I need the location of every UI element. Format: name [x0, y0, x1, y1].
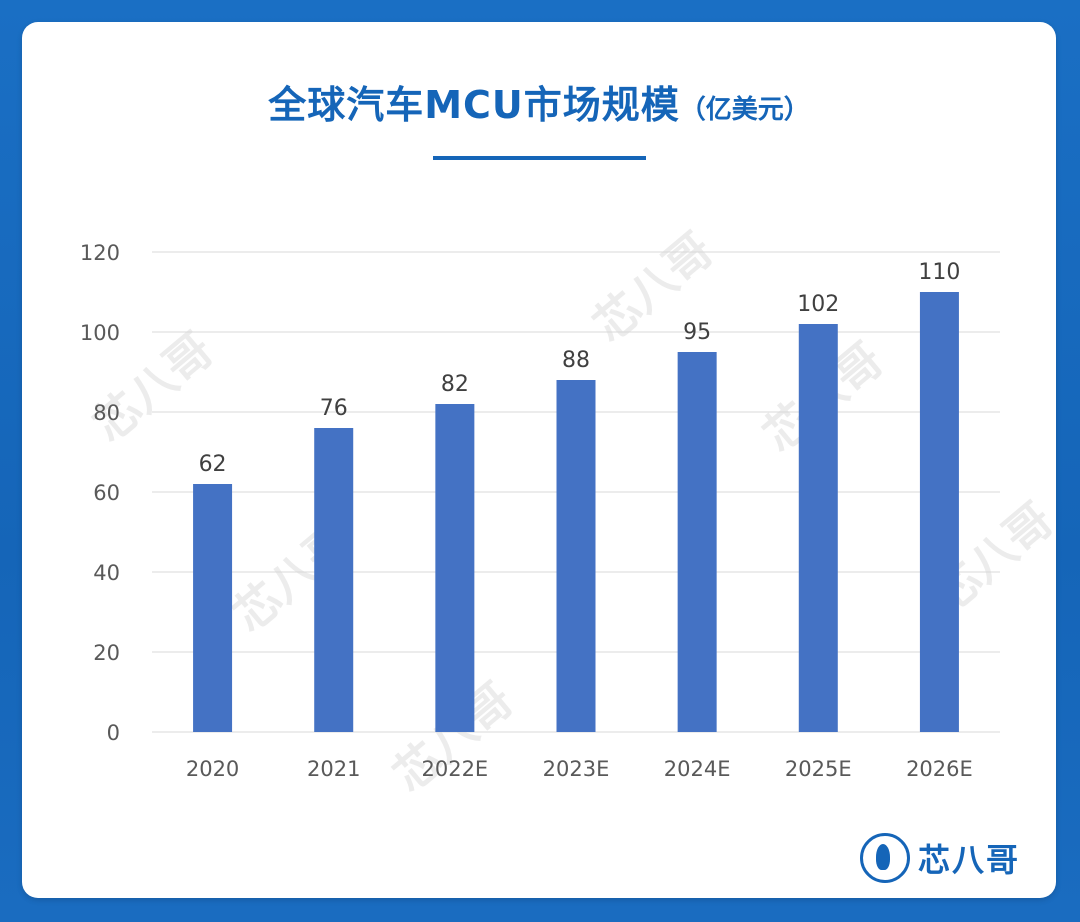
chart-title-unit: （亿美元）: [679, 95, 810, 125]
bar: [193, 484, 233, 732]
data-label: 102: [797, 292, 839, 317]
x-tick-label: 2020: [186, 757, 239, 781]
x-tick-label: 2024E: [664, 757, 731, 781]
chart-card: 全球汽车MCU市场规模（亿美元） 芯八哥 芯八哥 芯八哥 芯八哥 芯八哥 芯八哥…: [22, 22, 1056, 898]
bar: [435, 404, 475, 732]
y-tick-label: 20: [93, 641, 120, 665]
data-label: 88: [562, 348, 590, 373]
y-tick-label: 100: [80, 321, 120, 345]
bar-chart: 0 20 40 60 80 100 120 62 2020 76 2021 82 2022E 88 2023…: [80, 241, 1000, 781]
bar: [798, 324, 838, 732]
y-tick-label: 0: [107, 721, 120, 745]
y-tick-label: 40: [93, 561, 120, 585]
bar: [314, 428, 354, 732]
x-tick-label: 2023E: [543, 757, 610, 781]
data-label: 110: [918, 260, 960, 285]
y-tick-label: 120: [80, 241, 120, 265]
y-tick-label: 60: [93, 481, 120, 505]
x-tick-label: 2026E: [906, 757, 973, 781]
title-underline: [433, 156, 646, 160]
x-tick-label: 2021: [307, 757, 360, 781]
chart-title-main: 全球汽车MCU市场规模: [268, 83, 680, 127]
x-tick-label: 2022E: [421, 757, 488, 781]
data-label: 95: [683, 320, 711, 345]
data-label: 82: [441, 372, 469, 397]
data-label: 62: [199, 452, 227, 477]
bird-circle-icon: [860, 833, 910, 883]
brand-logo-text: 芯八哥: [918, 841, 1021, 879]
data-label: 76: [320, 396, 348, 421]
bar: [556, 380, 596, 732]
bar: [677, 352, 717, 732]
brand-logo: 芯八哥: [860, 828, 1035, 888]
bar: [919, 292, 959, 732]
chart-title: 全球汽车MCU市场规模（亿美元）: [22, 74, 1056, 129]
x-tick-label: 2025E: [785, 757, 852, 781]
y-tick-label: 80: [93, 401, 120, 425]
